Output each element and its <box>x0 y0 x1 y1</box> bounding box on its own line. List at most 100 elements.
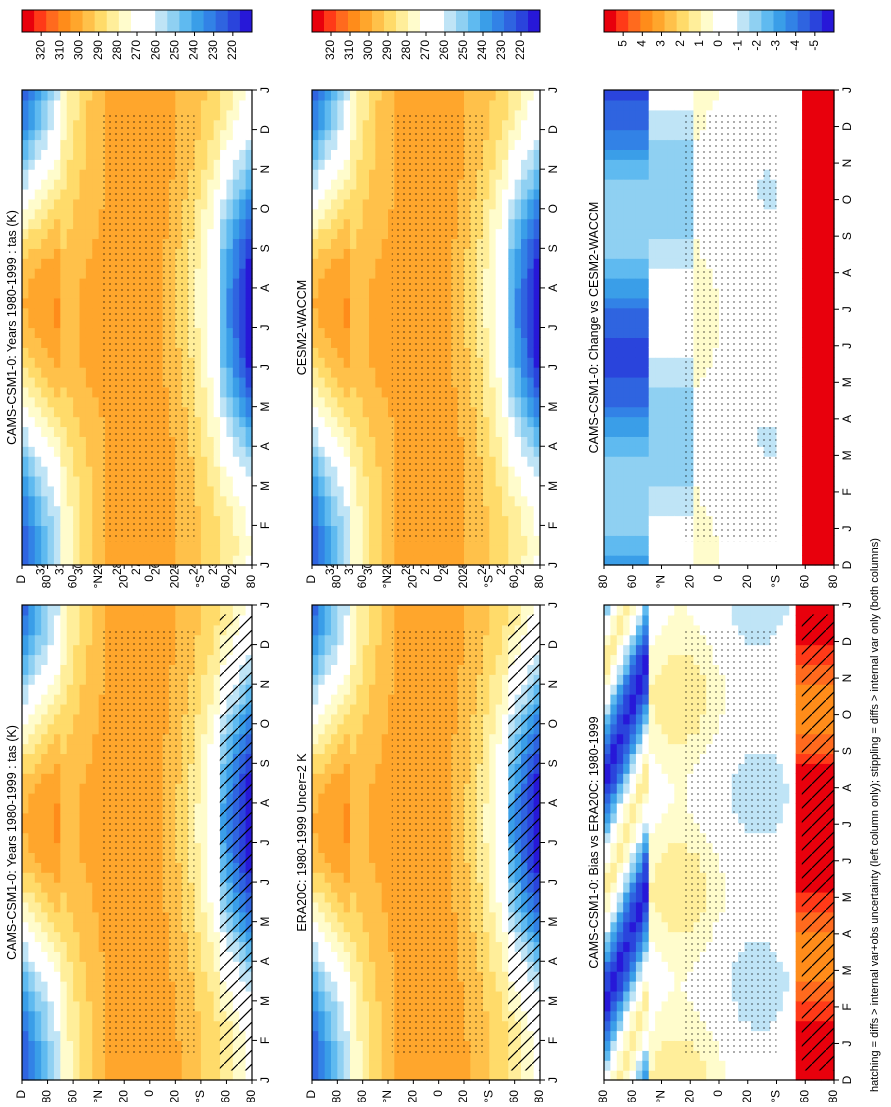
heat-cell <box>48 704 55 715</box>
heat-cell <box>73 466 80 477</box>
heat-cell <box>35 1060 42 1071</box>
heat-cell <box>92 744 99 755</box>
heat-cell <box>156 615 163 626</box>
heat-cell <box>344 932 351 943</box>
heat-cell <box>86 664 93 675</box>
heat-cell <box>86 1040 93 1051</box>
heat-cell <box>239 139 246 150</box>
heat-cell <box>382 951 389 962</box>
heat-cell <box>22 219 29 230</box>
heat-cell <box>48 328 55 339</box>
heat-cell <box>54 110 61 121</box>
heat-cell <box>182 545 189 556</box>
heat-cell <box>80 496 87 507</box>
heat-cell <box>60 684 67 695</box>
heat-cell <box>375 1001 382 1012</box>
heat-cell <box>375 645 382 656</box>
heat-cell <box>80 1001 87 1012</box>
heat-cell <box>35 159 42 170</box>
x-tick-label: M <box>258 402 272 412</box>
heat-cell <box>86 486 93 497</box>
heat-cell <box>86 684 93 695</box>
heat-cell <box>363 803 370 814</box>
heat-cell <box>28 625 35 636</box>
heat-cell <box>220 189 227 200</box>
heat-cell <box>214 773 221 784</box>
y-tick-label: 80 <box>40 575 54 589</box>
heat-cell <box>60 763 67 774</box>
heat-cell <box>201 535 208 546</box>
heat-cell <box>92 941 99 952</box>
heat-cell <box>86 872 93 883</box>
heat-cell <box>86 823 93 834</box>
heat-cell <box>369 635 376 646</box>
heat-cell <box>214 813 221 824</box>
heat-cell <box>28 981 35 992</box>
heat-cell <box>41 1001 48 1012</box>
heat-cell <box>318 635 325 646</box>
heat-cell <box>48 110 55 121</box>
heat-cell <box>207 981 214 992</box>
heat-cell <box>60 268 67 279</box>
heat-cell <box>60 248 67 259</box>
heat-cell <box>432 615 439 626</box>
heat-cell <box>35 862 42 873</box>
heat-cell <box>73 803 80 814</box>
heat-cell <box>239 199 246 210</box>
heat-cell <box>48 189 55 200</box>
heat-cell <box>337 971 344 982</box>
heat-cell <box>22 209 29 220</box>
heat-cell <box>86 922 93 933</box>
heat-cell <box>80 902 87 913</box>
heat-cell <box>35 684 42 695</box>
heat-cell <box>325 813 332 824</box>
heat-cell <box>420 605 427 616</box>
heat-cell <box>318 615 325 626</box>
heat-cell <box>369 654 376 665</box>
heat-cell <box>28 714 35 725</box>
heat-cell <box>54 813 61 824</box>
heat-cell <box>331 843 338 854</box>
heat-cell <box>369 605 376 616</box>
heat-cell <box>483 813 490 824</box>
heat-cell <box>73 328 80 339</box>
heat-cell <box>483 615 490 626</box>
heat-cell <box>394 1070 401 1081</box>
heat-cell <box>207 862 214 873</box>
heat-cell <box>207 941 214 952</box>
heat-cell <box>22 902 29 913</box>
heat-cell <box>92 229 99 240</box>
heat-cell <box>226 555 233 566</box>
heat-cell <box>54 258 61 269</box>
heat-cell <box>41 813 48 824</box>
heat-cell <box>239 456 246 467</box>
heat-cell <box>41 535 48 546</box>
heat-cell <box>207 417 214 428</box>
heat-cell <box>35 813 42 824</box>
heat-cell <box>67 268 74 279</box>
heat-cell <box>80 833 87 844</box>
heat-cell <box>195 476 202 487</box>
heat-cell <box>369 744 376 755</box>
heat-cell <box>22 387 29 398</box>
heat-cell <box>239 496 246 507</box>
heat-cell <box>73 278 80 289</box>
heat-cell <box>143 545 150 556</box>
heat-cell <box>22 525 29 536</box>
heat-cell <box>344 763 351 774</box>
heat-cell <box>86 892 93 903</box>
heat-cell <box>220 328 227 339</box>
heat-cell <box>150 555 157 566</box>
heat-cell <box>92 1011 99 1022</box>
y-tick-label: 60 <box>219 1090 233 1102</box>
heat-cell <box>214 635 221 646</box>
colorbar-swatch <box>143 10 156 32</box>
colorbar-label: 280 <box>110 40 124 60</box>
heat-cell <box>312 833 319 844</box>
heat-cell <box>451 1070 458 1081</box>
heat-cell <box>195 417 202 428</box>
heat-cell <box>60 615 67 626</box>
x-tick-label: S <box>258 759 272 767</box>
heat-cell <box>67 496 74 507</box>
heat-cell <box>331 674 338 685</box>
